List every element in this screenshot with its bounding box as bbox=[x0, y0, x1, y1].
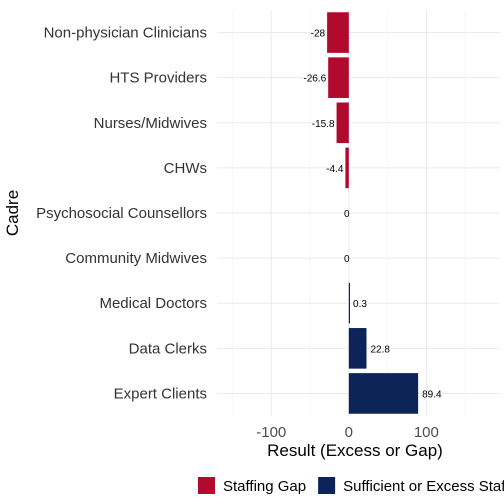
category-label: Community Midwives bbox=[65, 250, 207, 267]
bars bbox=[327, 12, 419, 414]
category-label: Psychosocial Counsellors bbox=[36, 205, 207, 222]
x-tick-labels: -100 0 100 bbox=[256, 424, 439, 441]
category-label: Non-physician Clinicians bbox=[44, 25, 207, 42]
category-label: Data Clerks bbox=[129, 340, 207, 357]
y-axis-title: Cadre bbox=[3, 190, 22, 236]
bar bbox=[348, 282, 351, 324]
bar-value-label: 89.4 bbox=[422, 389, 442, 400]
bar bbox=[345, 147, 349, 189]
bar-value-label: -28 bbox=[311, 29, 326, 40]
x-axis-title: Result (Excess or Gap) bbox=[267, 441, 443, 460]
bar bbox=[348, 328, 367, 369]
bar bbox=[328, 57, 349, 98]
bar bbox=[327, 12, 349, 53]
bar-value-label: -15.8 bbox=[312, 119, 335, 130]
legend-label: Staffing Gap bbox=[223, 478, 306, 495]
bar-value-label: -26.6 bbox=[303, 74, 326, 85]
category-label: Nurses/Midwives bbox=[94, 115, 207, 132]
bar-value-label: 0.3 bbox=[353, 299, 367, 310]
category-label: Medical Doctors bbox=[99, 295, 207, 312]
category-label: HTS Providers bbox=[109, 70, 207, 87]
legend: Staffing Gap Sufficient or Excess Staff bbox=[198, 477, 504, 495]
bar-value-label: 0 bbox=[344, 209, 350, 220]
legend-label: Sufficient or Excess Staff bbox=[343, 478, 504, 495]
bar-value-label: -4.4 bbox=[326, 164, 344, 175]
bar bbox=[336, 102, 349, 144]
category-labels: Non-physician Clinicians HTS Providers Nur… bbox=[36, 25, 207, 403]
x-tick-label: 100 bbox=[414, 424, 439, 441]
bar-value-label: 22.8 bbox=[370, 344, 390, 355]
category-label: Expert Clients bbox=[114, 385, 207, 402]
bar bbox=[348, 373, 419, 414]
legend-swatch bbox=[318, 477, 336, 494]
x-tick-label: 0 bbox=[345, 424, 353, 441]
category-label: CHWs bbox=[164, 160, 207, 177]
legend-swatch bbox=[198, 477, 215, 494]
value-labels: -28 -26.6 -15.8 -4.4 0 0 0.3 22.8 89.4 bbox=[303, 29, 442, 401]
bar-value-label: 0 bbox=[344, 254, 350, 265]
x-tick-label: -100 bbox=[256, 424, 286, 441]
